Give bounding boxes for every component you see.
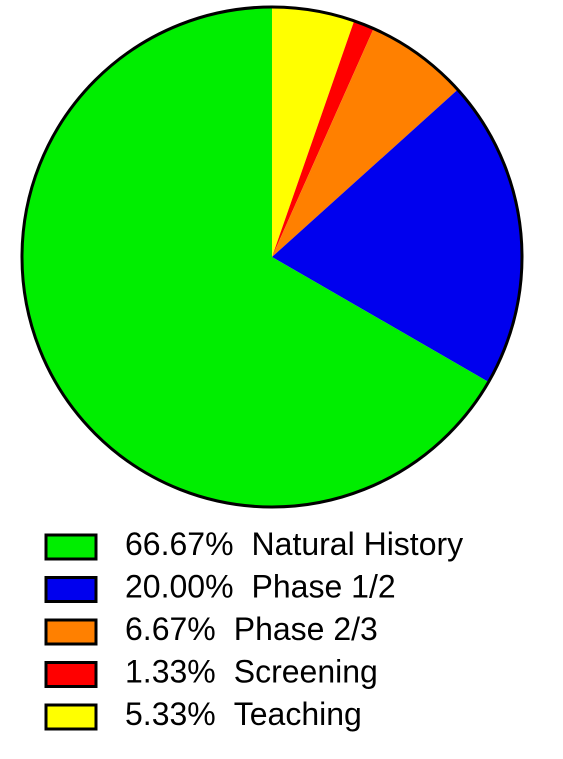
legend-swatch bbox=[44, 703, 98, 731]
pie-outline bbox=[20, 5, 524, 509]
pie-slice bbox=[272, 28, 458, 258]
pie-slice bbox=[22, 7, 489, 507]
legend-swatch bbox=[44, 576, 98, 603]
legend-name: Phase 1/2 bbox=[252, 569, 396, 605]
legend-value: 5.33% bbox=[125, 696, 216, 732]
legend-name: Natural History bbox=[252, 526, 464, 562]
legend-swatch bbox=[44, 618, 98, 646]
legend-label: 5.33% Teaching bbox=[125, 696, 362, 732]
legend-name: Screening bbox=[234, 654, 378, 690]
legend-swatch bbox=[44, 661, 98, 688]
pie-slice bbox=[272, 7, 355, 257]
legend-name: Teaching bbox=[234, 696, 362, 732]
legend-label: 6.67% Phase 2/3 bbox=[125, 611, 378, 647]
pie-slice bbox=[272, 89, 523, 382]
pie-slice bbox=[272, 20, 374, 258]
legend-value: 1.33% bbox=[125, 654, 216, 690]
legend-value: 20.00% bbox=[125, 569, 234, 605]
legend-name: Phase 2/3 bbox=[234, 611, 378, 647]
legend-label: 20.00% Phase 1/2 bbox=[125, 569, 396, 605]
legend-value: 6.67% bbox=[125, 611, 216, 647]
legend-label: 66.67% Natural History bbox=[125, 526, 463, 562]
legend-swatch bbox=[44, 533, 98, 561]
legend-label: 1.33% Screening bbox=[125, 654, 378, 690]
legend-value: 66.67% bbox=[125, 526, 234, 562]
